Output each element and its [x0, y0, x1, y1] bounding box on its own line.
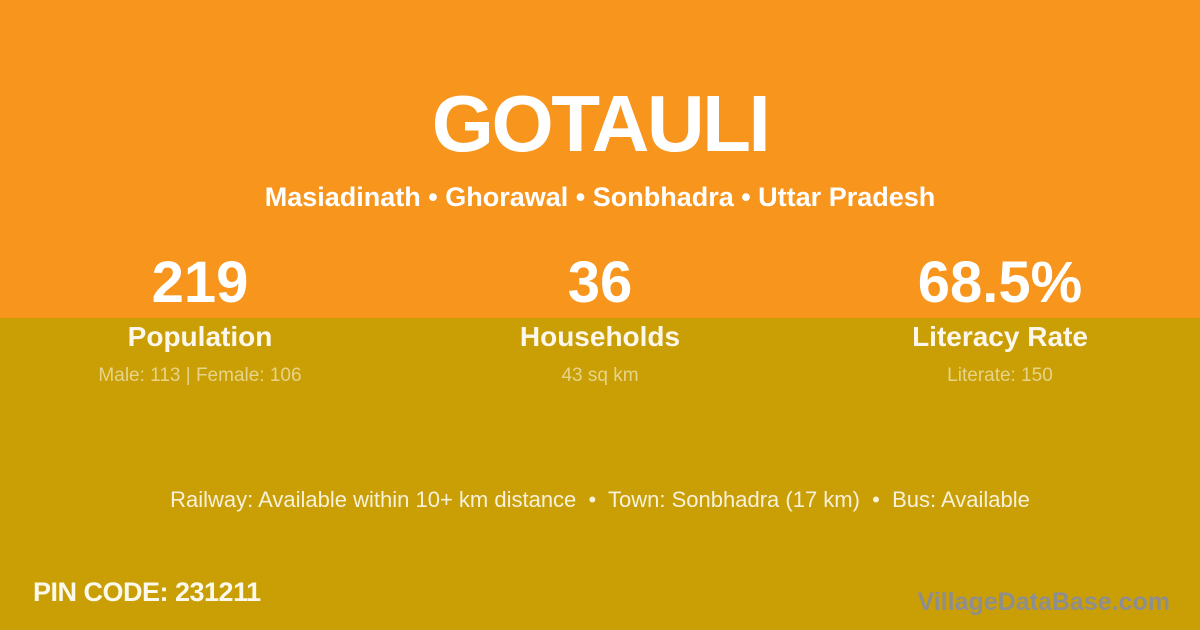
stat-literacy-rate: 68.5% Literacy Rate Literate: 150 [800, 248, 1200, 387]
households-detail: 43 sq km [561, 365, 639, 386]
population-label: Population [127, 321, 273, 352]
pin-code: PIN CODE: 231211 [33, 577, 261, 607]
population-detail: Male: 113 | Female: 106 [98, 365, 302, 386]
amenities-line: Railway: Available within 10+ km distanc… [170, 487, 1030, 512]
households-value: 36 [567, 250, 633, 315]
literacy-rate-detail: Literate: 150 [947, 365, 1053, 386]
stat-households: 36 Households 43 sq km [400, 248, 800, 387]
watermark: VillageDataBase.com [917, 588, 1170, 616]
stat-population: 219 Population Male: 113 | Female: 106 [0, 248, 400, 387]
stats-row: 219 Population Male: 113 | Female: 106 3… [0, 248, 1200, 387]
literacy-rate-label: Literacy Rate [912, 321, 1088, 352]
literacy-rate-value: 68.5% [917, 250, 1083, 315]
households-label: Households [519, 321, 681, 352]
location-breadcrumb: Masiadinath • Ghorawal • Sonbhadra • Utt… [264, 182, 936, 212]
village-title: GOTAULI [431, 79, 771, 168]
population-value: 219 [151, 250, 249, 315]
